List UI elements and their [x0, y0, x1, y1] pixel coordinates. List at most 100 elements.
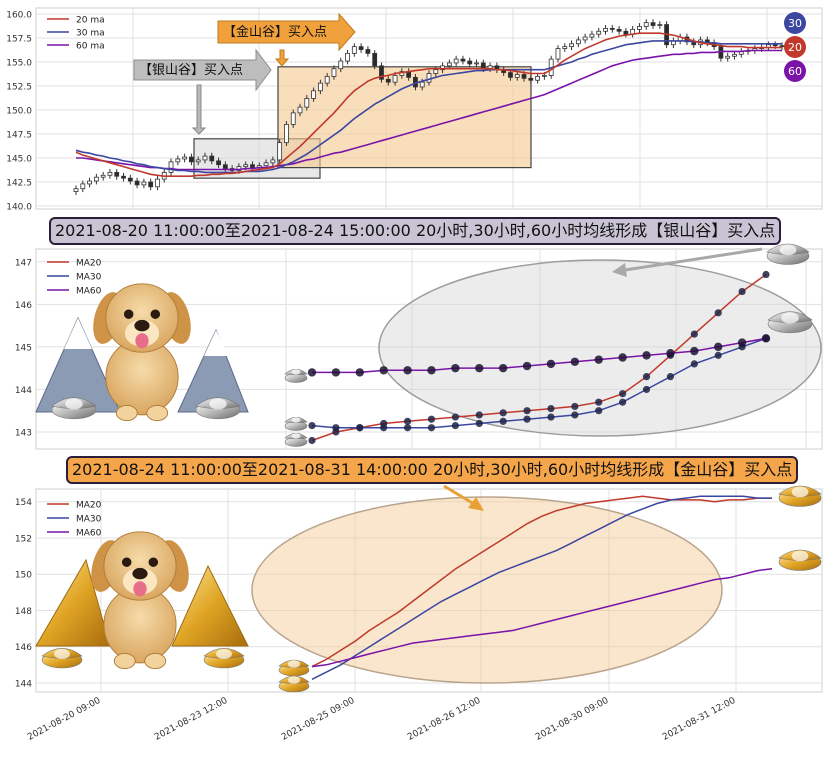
silver-ingot-icon-shine	[209, 398, 227, 410]
gold-pointer-arrow	[274, 49, 290, 67]
candle-body	[358, 46, 364, 50]
silver-callout-arrow-shaft	[624, 247, 763, 272]
silver-ingot-icon	[284, 417, 308, 431]
candle-body	[419, 81, 425, 88]
candle-body	[603, 27, 608, 32]
middle-ma20-point	[308, 436, 316, 445]
middle-y-tick-label: 146	[15, 301, 32, 311]
gold-ingot-icon	[203, 648, 245, 669]
golden-retriever-icon-tongue	[133, 581, 147, 597]
middle-ma30-point	[380, 424, 388, 432]
candle-body	[182, 156, 188, 160]
bottom-y-tick-label: 144	[15, 679, 32, 689]
bottom-y-tick-label: 154	[15, 498, 32, 508]
middle-ma60-point	[570, 357, 580, 366]
candle-body	[189, 156, 194, 163]
candle-body	[372, 52, 378, 67]
ma-period-badge	[784, 60, 806, 82]
candle-body	[467, 60, 473, 65]
candle-body	[643, 22, 649, 27]
candle-body	[121, 175, 126, 179]
middle-ma30-point	[427, 424, 436, 432]
bottom-ma60-line	[311, 567, 773, 668]
candle-body	[657, 24, 663, 26]
candle-body	[148, 181, 154, 188]
candle-body	[311, 90, 316, 99]
middle-ma20-point	[619, 390, 627, 398]
top-legend-label: 60 ma	[76, 42, 105, 52]
candle-body	[324, 76, 330, 84]
middle-ma20-point	[690, 330, 698, 338]
silver-ingot-icon	[51, 397, 97, 420]
middle-y-tick-label: 147	[15, 258, 32, 268]
top-legend-label: 30 ma	[76, 29, 105, 39]
middle-ma60-point	[379, 366, 388, 375]
candle-body	[446, 62, 452, 67]
gold-ingot-icon	[278, 675, 310, 693]
candle-body	[379, 65, 384, 80]
gold-ingot-icon	[278, 659, 310, 677]
bottom-ma20-line	[311, 495, 772, 668]
candle-body	[263, 162, 269, 167]
gold-arrow-label: 【金山谷】买入点	[223, 24, 327, 40]
candle-body	[284, 124, 289, 144]
gold-valley-banner: 2021-08-24 11:00:00至2021-08-31 14:00:00 …	[66, 456, 799, 484]
gold-pyramid-icon	[171, 564, 249, 647]
bottom-y-tick-label: 148	[15, 607, 32, 617]
middle-ma30-point	[571, 411, 579, 419]
candle-body	[453, 58, 459, 64]
candle-body	[351, 46, 357, 54]
x-tick-label: 2021-08-31 12:00	[661, 696, 738, 743]
silver-ingot-icon	[284, 369, 308, 383]
middle-ma30-point	[451, 421, 459, 430]
ma-period-badge-label: 60	[788, 65, 802, 78]
bottom-legend-label: MA60	[76, 529, 102, 539]
middle-ma20-point	[738, 287, 746, 296]
silver-ingot-icon-shine	[291, 417, 301, 423]
middle-ma60-point	[666, 349, 675, 358]
golden-retriever-icon-paw	[146, 404, 169, 422]
middle-ma60-point	[714, 342, 723, 352]
candle-body	[216, 160, 221, 166]
golden-retriever-icon	[93, 283, 191, 422]
middle-ma60-point	[594, 355, 603, 364]
bottom-plot-area	[35, 488, 823, 693]
gold-ingot-icon-shine	[288, 676, 300, 684]
candle-body	[277, 142, 283, 161]
middle-ma60-point	[475, 363, 484, 373]
candle-body	[202, 155, 208, 161]
middle-ma60-point	[522, 361, 532, 371]
silver-pointer-arrow	[191, 84, 207, 135]
candle-body	[555, 48, 561, 60]
top-y-tick-label: 152.5	[6, 83, 32, 93]
bottom-ma30-line	[311, 495, 772, 680]
middle-y-tick-label: 145	[15, 343, 32, 353]
ma-period-badge-label: 20	[788, 41, 802, 54]
middle-ma30-point	[714, 351, 722, 359]
bottom-legend-label: MA20	[76, 501, 102, 511]
mountain-snow-icon	[204, 330, 228, 356]
candle-body	[508, 72, 513, 78]
golden-retriever-icon-muzzle	[124, 319, 160, 347]
candle-body	[392, 75, 398, 83]
middle-ma30-point	[595, 407, 603, 415]
candle-body	[480, 62, 486, 70]
candle-body	[582, 36, 588, 41]
middle-ma60-point	[642, 351, 651, 360]
candle-body	[317, 82, 323, 92]
gold-ingot-icon	[778, 549, 822, 571]
middle-ma60-point	[498, 363, 508, 373]
candle-body	[514, 74, 520, 78]
middle-ma30-point	[499, 417, 507, 425]
middle-y-tick-label: 143	[15, 428, 32, 438]
candle-body	[107, 171, 113, 176]
middle-ma30-point	[332, 424, 340, 432]
silver-ingot-icon-shine	[65, 398, 83, 410]
candle-body	[609, 27, 615, 30]
golden-retriever-icon	[91, 531, 189, 670]
middle-ma20-line	[311, 273, 767, 442]
mountain-snow-icon	[64, 318, 92, 349]
candle-body	[616, 28, 622, 32]
golden-retriever-icon-nose	[132, 567, 148, 580]
